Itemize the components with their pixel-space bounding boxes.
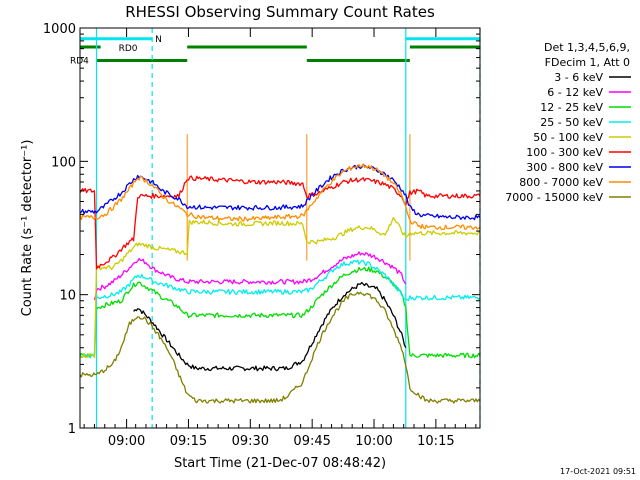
series-lines	[79, 163, 481, 404]
x-tick-label-0: 09:00	[108, 434, 145, 449]
legend-header-1: FDecim 1, Att 0	[545, 56, 630, 69]
x-tick-label-2: 09:30	[232, 434, 269, 449]
series-line-5	[79, 175, 481, 270]
x-tick-label-3: 09:45	[293, 434, 330, 449]
series-line-0	[133, 281, 407, 372]
legend-label-5: 100 - 300 keV	[526, 146, 603, 159]
x-tick-label-4: 10:00	[355, 434, 392, 449]
x-tick-label-1: 09:15	[170, 434, 207, 449]
legend-label-7: 800 - 7000 keV	[519, 176, 603, 189]
legend-label-4: 50 - 100 keV	[533, 131, 603, 144]
event-markers	[95, 28, 481, 428]
y-tick-label-2: 100	[51, 155, 76, 170]
legend-label-1: 6 - 12 keV	[547, 86, 603, 99]
y-axis: 1 10 100 1000	[43, 22, 480, 437]
y-tick-label-1: 10	[59, 289, 76, 304]
series-line-2	[79, 266, 481, 359]
footer-timestamp: 17-Oct-2021 09:51	[560, 467, 636, 476]
chart-title: RHESSI Observing Summary Count Rates	[125, 3, 435, 21]
legend: Det 1,3,4,5,6,9, FDecim 1, Att 0 3 - 6 keV…	[505, 41, 631, 204]
legend-header-0: Det 1,3,4,5,6,9,	[544, 41, 630, 54]
series-line-1	[93, 251, 407, 301]
y-axis-label: Count Rate (s⁻¹ detector⁻¹)	[20, 140, 35, 317]
flag-label-n: N	[155, 35, 162, 45]
legend-label-0: 3 - 6 keV	[554, 71, 603, 84]
legend-label-8: 7000 - 15000 keV	[505, 191, 603, 204]
y-tick-label-0: 1	[68, 422, 76, 437]
series-line-7	[79, 163, 481, 231]
x-tick-label-5: 10:15	[417, 434, 454, 449]
x-axis-label: Start Time (21-Dec-07 08:48:42)	[174, 456, 386, 471]
legend-label-3: 25 - 50 keV	[540, 116, 603, 129]
series-line-3	[79, 259, 481, 359]
legend-label-6: 300 - 800 keV	[526, 161, 603, 174]
series-line-4	[79, 216, 481, 359]
flag-label-rd0: RD0	[119, 44, 138, 54]
legend-label-2: 12 - 25 keV	[540, 101, 603, 114]
series-line-8	[79, 291, 481, 404]
series-line-6	[79, 163, 481, 221]
y-tick-label-3: 1000	[43, 22, 76, 37]
x-axis: 09:00 09:15 09:30 09:45 10:00 10:15	[83, 28, 477, 449]
